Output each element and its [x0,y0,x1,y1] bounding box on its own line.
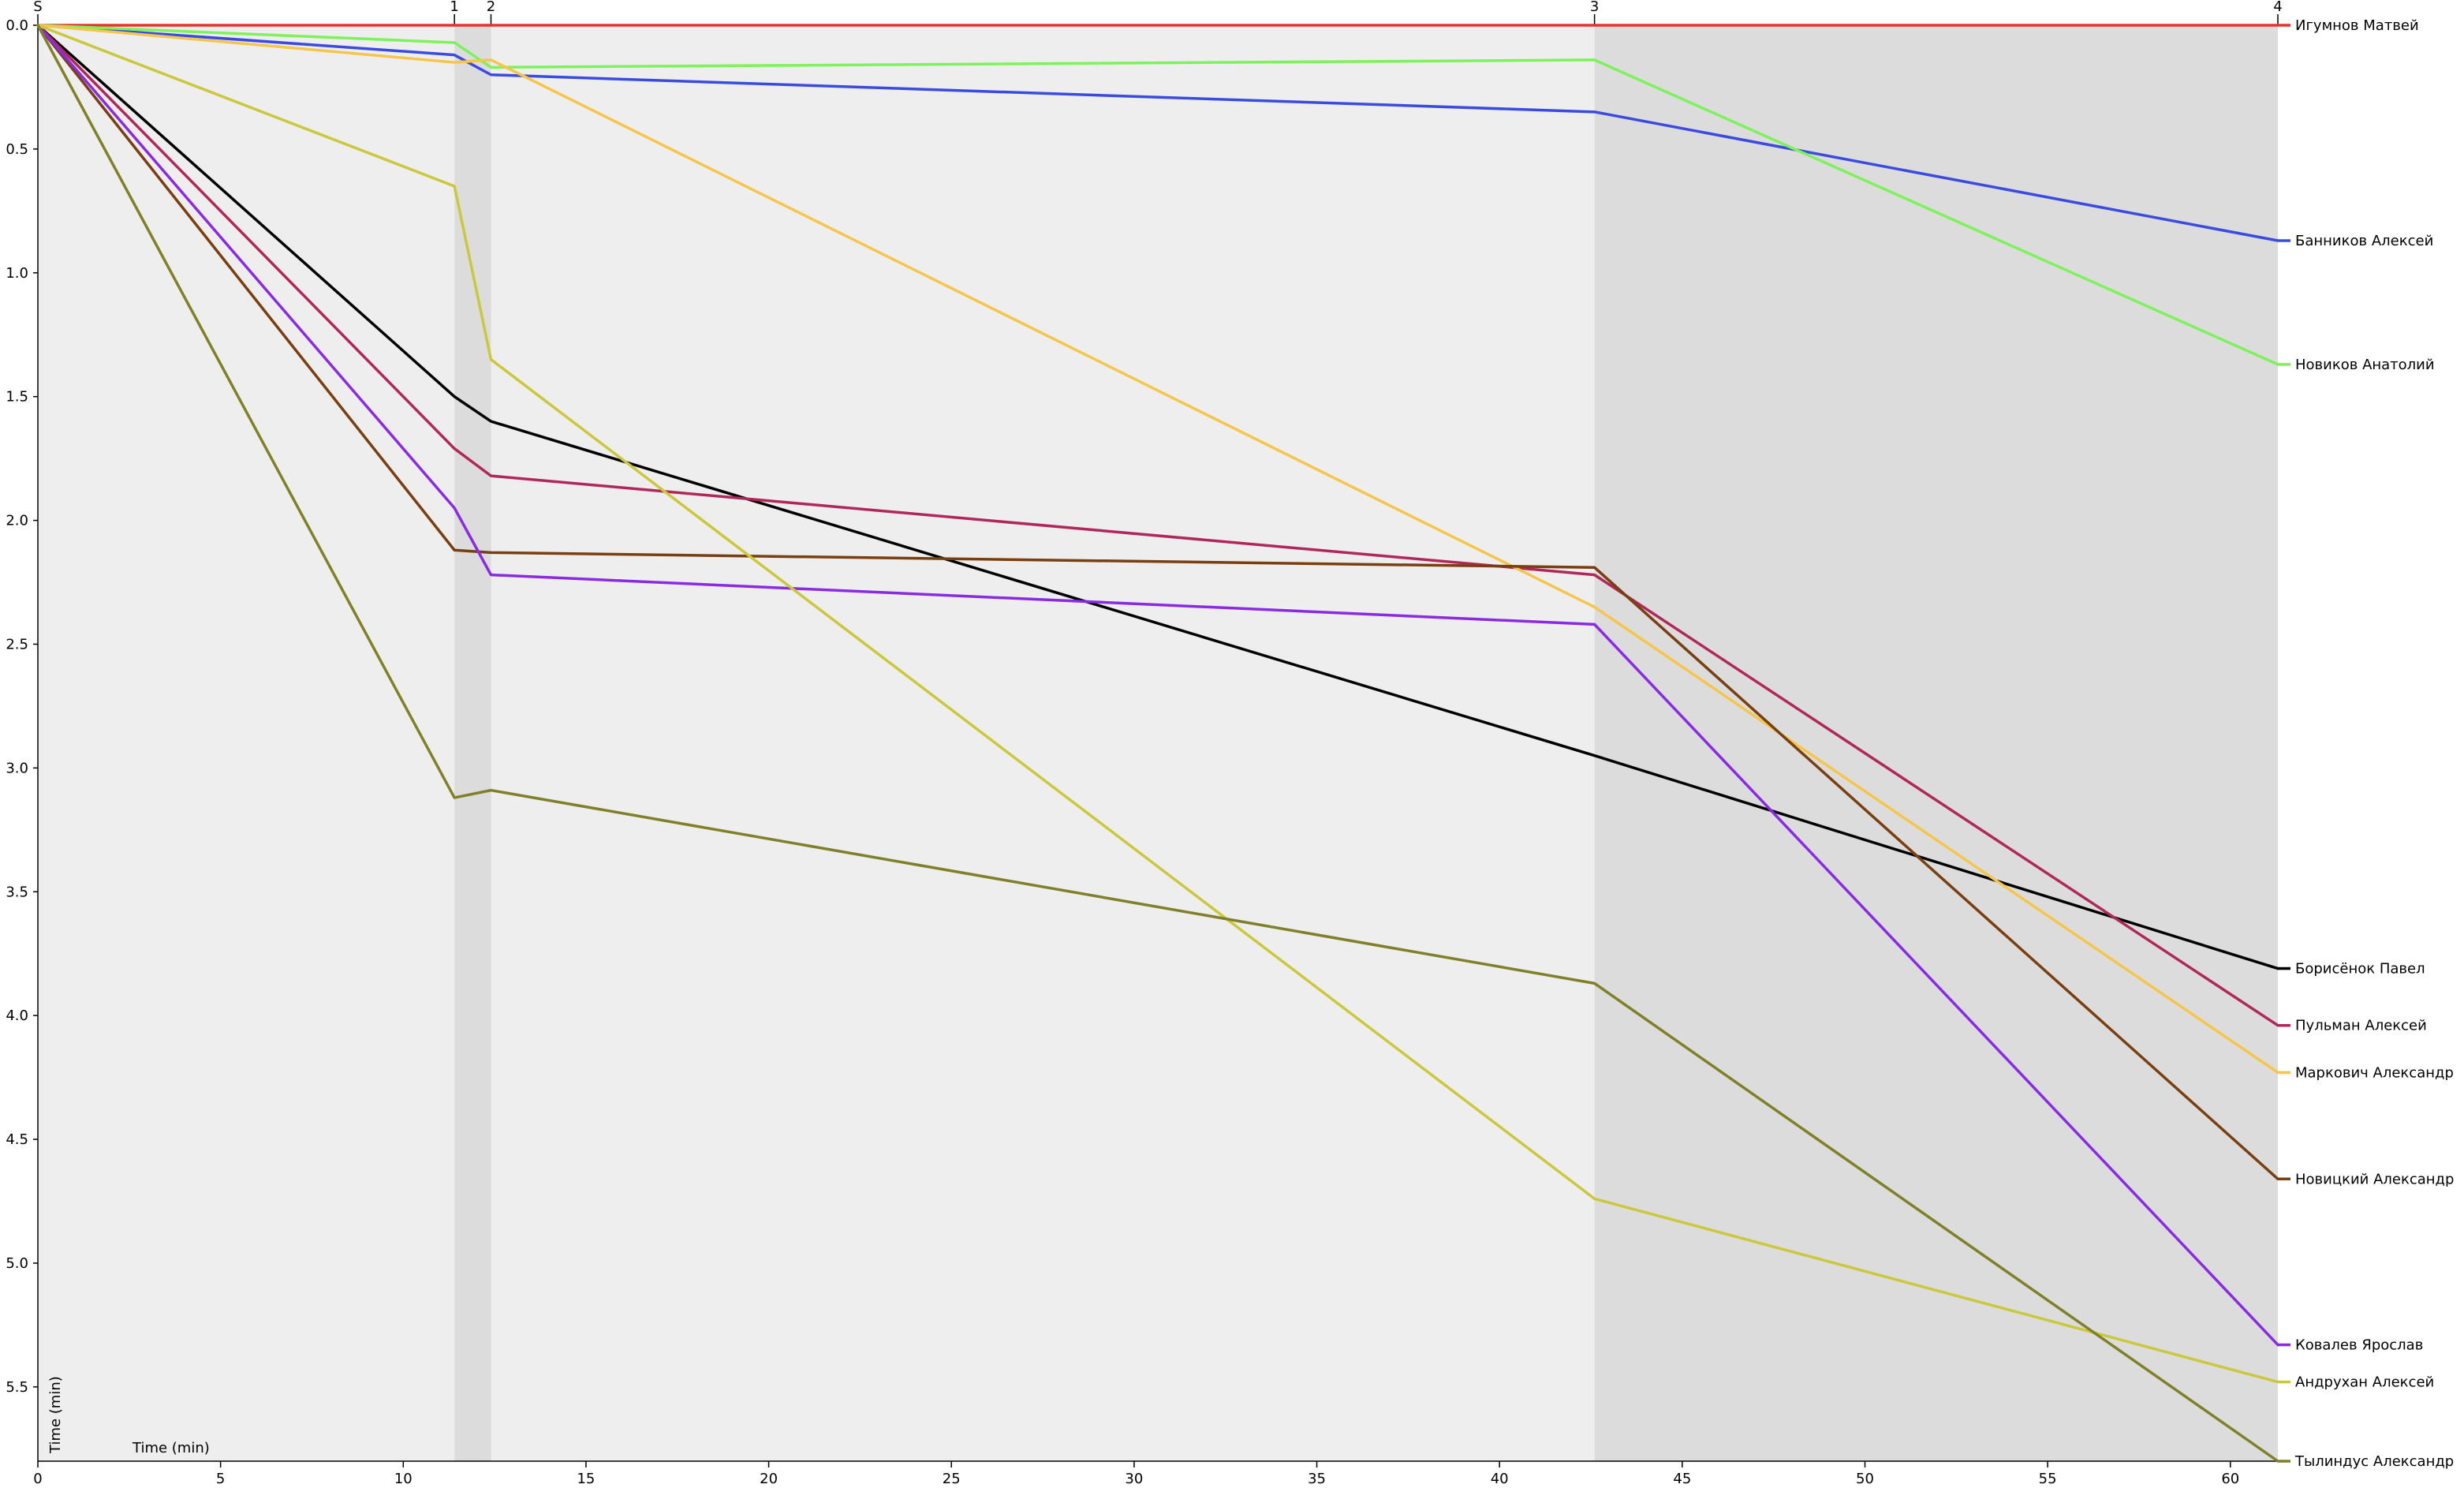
control-label-4: 4 [2273,0,2282,15]
x-tick-label: 5 [216,1471,225,1487]
series-name-2: Банников Алексей [2295,233,2433,249]
series-name-9: Андрухан Алексей [2295,1374,2434,1391]
y-tick-label: 4.0 [6,1008,28,1024]
series-name-4: Борисёнок Павел [2295,961,2425,978]
x-tick-label: 0 [33,1471,42,1487]
control-label-S: S [33,0,42,15]
series-name-7: Новицкий Александр [2295,1171,2454,1187]
series-line-10 [36,24,2279,1463]
series-line-9 [36,24,2279,1384]
series-name-3: Новиков Анатолий [2295,357,2435,373]
y-tick-label: 2.0 [6,513,28,529]
y-axis-title: Time (min) [47,1376,64,1454]
y-tick-label: 3.5 [6,884,28,900]
leg-band-3 [491,25,1595,1461]
y-tick-label: 1.5 [6,389,28,406]
x-tick-label: 55 [2039,1471,2057,1487]
x-tick-label: 60 [2221,1471,2239,1487]
y-tick-label: 5.0 [6,1255,28,1272]
series-line-2 [36,24,2279,242]
series-line-6 [36,24,2279,1075]
y-tick-label: 2.5 [6,636,28,652]
x-tick-label: 50 [1856,1471,1874,1487]
x-tick-label: 20 [760,1471,778,1487]
series-name-10: Тылиндус Александр [2294,1453,2454,1470]
x-tick-label: 45 [1673,1471,1691,1487]
control-label-1: 1 [450,0,458,15]
control-label-3: 3 [1590,0,1599,15]
leg-band-4 [1594,25,2278,1461]
y-tick-label: 0.0 [6,17,28,34]
series-line-7 [36,24,2279,1181]
axis-titles: Time (min) Time (min) [47,1376,210,1456]
x-tick-label: 25 [943,1471,961,1487]
series-line-5 [36,24,2279,1027]
x-tick-label: 15 [577,1471,595,1487]
x-tick-label: 10 [394,1471,413,1487]
x-axis-title: Time (min) [132,1440,210,1456]
competitor-names: Игумнов Матвей Банников Алексей Новиков Ан… [2278,17,2454,1470]
control-label-2: 2 [487,0,495,15]
leg-band-1 [38,25,455,1461]
series-name-6: Маркович Александр [2295,1064,2454,1081]
y-tick-label: 1.0 [6,265,28,282]
x-tick-label: 30 [1125,1471,1143,1487]
series-name-8: Ковалев Ярослав [2295,1337,2423,1354]
x-tick-label: 35 [1308,1471,1326,1487]
y-tick-label: 0.5 [6,141,28,158]
series-name-5: Пульман Алексей [2295,1018,2427,1034]
series-line-4 [36,24,2279,970]
leg-bands [38,25,2278,1461]
series-line-3 [36,24,2279,366]
y-tick-label: 5.5 [6,1379,28,1396]
x-tick-label: 40 [1491,1471,1509,1487]
series-name-1: Игумнов Матвей [2295,17,2419,34]
series-line-8 [36,24,2279,1347]
y-tick-label: 4.5 [6,1131,28,1148]
series-lines [36,24,2279,1463]
y-tick-label: 3.0 [6,760,28,776]
axes: 0 5 10 15 20 25 30 35 40 45 50 55 60 0.0 0.5 1.0 1.5 2.0 2… [6,0,2282,1487]
leg-band-2 [454,25,491,1461]
